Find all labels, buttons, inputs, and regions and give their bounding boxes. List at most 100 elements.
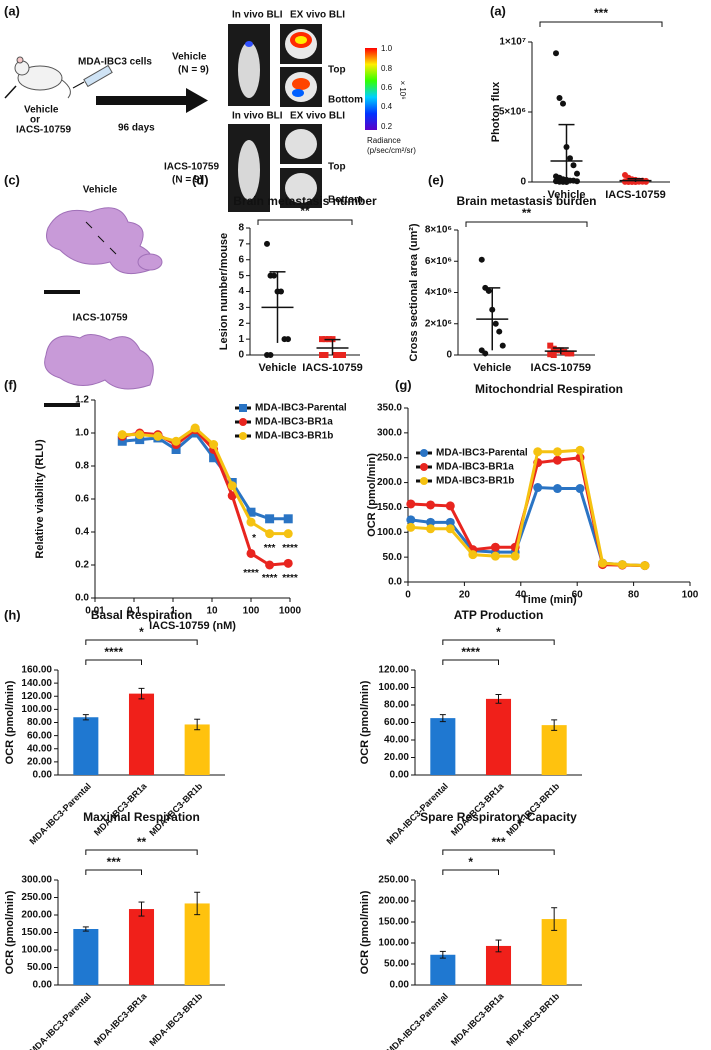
marker	[171, 436, 181, 446]
y-axis-label: OCR (pmol/min)	[359, 890, 371, 974]
marker	[336, 352, 343, 358]
annotation: ****	[262, 573, 278, 584]
marker	[283, 529, 293, 539]
marker	[209, 440, 219, 450]
marker	[265, 560, 275, 570]
significance-label: *	[139, 625, 144, 639]
treatment-label: IACS-10759	[16, 125, 71, 136]
x-axis-label: Time (min)	[521, 594, 577, 606]
view-label: Bottom	[328, 95, 363, 106]
y-tick-label: 2×10⁶	[425, 318, 452, 329]
significance-bracket	[85, 639, 198, 645]
marker	[570, 162, 577, 169]
x-tick-label: 40	[515, 590, 527, 601]
colorbar-title: Radiance	[367, 136, 401, 145]
marker	[567, 155, 573, 162]
annotation: ****	[282, 543, 298, 554]
y-tick-label: 0	[446, 350, 452, 361]
y-tick-label: 50.0	[383, 552, 403, 563]
y-tick-label: 2	[238, 318, 244, 329]
y-tick-label: 40.00	[384, 735, 409, 746]
legend-label: MDA-IBC3-BR1b	[255, 431, 333, 442]
marker	[426, 524, 436, 534]
significance-bracket	[85, 659, 142, 665]
bar	[485, 945, 512, 985]
y-tick-label: 350.0	[377, 403, 402, 414]
marker	[552, 484, 562, 494]
marker	[575, 484, 585, 494]
marker	[283, 558, 293, 568]
bar	[485, 698, 512, 775]
marker	[135, 435, 145, 445]
x-tick-label: MDA-IBC3-BR1a	[449, 780, 506, 837]
y-tick-label: 40.00	[27, 743, 52, 754]
y-tick-label: 250.00	[378, 875, 409, 886]
marker	[278, 288, 284, 295]
y-tick-label: 0.00	[33, 980, 53, 991]
x-tick-label: 80	[628, 590, 640, 601]
y-tick-label: 160.00	[21, 665, 52, 676]
marker	[190, 423, 200, 433]
marker	[490, 542, 500, 552]
annotation: ****	[282, 573, 298, 584]
colorbar-unit: × 10⁶	[398, 80, 407, 99]
legend-label: MDA-IBC3-BR1a	[255, 417, 333, 428]
marker	[322, 352, 329, 358]
y-tick-label: 0	[238, 350, 244, 361]
significance-bracket	[442, 659, 499, 665]
significance-label: **	[522, 206, 532, 220]
significance-label: **	[137, 835, 147, 849]
y-axis-label: OCR (pmol/min)	[4, 890, 16, 974]
y-tick-label: 250.0	[377, 452, 402, 463]
marker	[264, 240, 270, 247]
marker	[333, 352, 339, 358]
brain-section	[44, 334, 154, 390]
marker	[246, 517, 256, 527]
y-axis-label: OCR (pmol/min)	[4, 680, 16, 764]
y-tick-label: 80.00	[384, 700, 409, 711]
marker	[117, 436, 127, 446]
mouse-illustration	[4, 56, 71, 99]
panel-label: (e)	[428, 172, 444, 187]
bar	[430, 954, 456, 985]
x-axis-label: IACS-10759 (nM)	[149, 620, 236, 632]
y-tick-label: 3	[238, 302, 244, 313]
marker	[553, 50, 559, 57]
group-label: IACS-10759	[164, 162, 219, 173]
series-line	[122, 426, 289, 536]
marker	[283, 514, 293, 524]
x-tick-label: 10	[206, 606, 218, 617]
significance-label: ***	[491, 835, 505, 849]
group-n: (N = 9)	[172, 175, 203, 186]
panel-label: (f)	[4, 377, 17, 392]
annotation: ****	[243, 568, 259, 579]
y-tick-label: 20.00	[27, 757, 52, 768]
marker	[246, 548, 256, 558]
y-tick-label: 0.2	[75, 560, 89, 571]
significance-label: ****	[461, 645, 480, 659]
x-tick-label: 1	[170, 606, 176, 617]
x-tick-label: 20	[459, 590, 471, 601]
y-tick-label: 8×10⁶	[425, 225, 452, 236]
marker	[574, 170, 580, 177]
significance-bracket	[257, 219, 353, 225]
marker	[490, 551, 500, 561]
y-tick-label: 250.00	[21, 892, 52, 903]
marker	[171, 445, 181, 454]
x-tick-label: MDA-IBC3-Parental	[28, 991, 93, 1050]
colorbar-tick-label: 0.8	[381, 64, 393, 73]
colorbar	[365, 48, 377, 130]
colorbar-tick-label: 1.0	[381, 44, 393, 53]
y-tick-label: 1.2	[75, 395, 89, 406]
bar	[73, 717, 99, 775]
brain-section	[46, 207, 163, 275]
marker	[209, 453, 219, 463]
marker	[420, 463, 428, 471]
marker	[445, 524, 455, 534]
significance-label: ****	[104, 645, 123, 659]
panel-label: (c)	[4, 172, 20, 187]
marker	[135, 430, 145, 440]
marker	[533, 447, 543, 457]
x-tick-label: IACS-10759	[530, 362, 591, 374]
y-tick-label: 200.0	[377, 477, 402, 488]
